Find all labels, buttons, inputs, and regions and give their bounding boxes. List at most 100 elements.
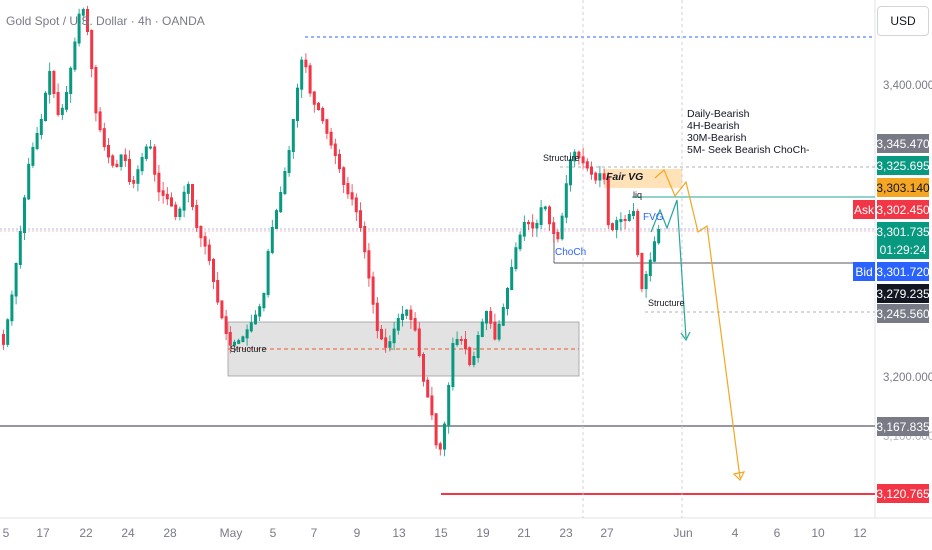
candle-body bbox=[388, 341, 392, 348]
candle-body bbox=[262, 293, 266, 309]
candle-body bbox=[191, 184, 194, 207]
candle-body bbox=[270, 227, 274, 253]
candle-body bbox=[333, 143, 337, 156]
candle-body bbox=[115, 163, 119, 167]
candle-body bbox=[123, 154, 127, 161]
candle-body bbox=[598, 173, 602, 181]
candle-body bbox=[31, 147, 35, 166]
candle-body bbox=[56, 92, 60, 115]
candle-body bbox=[132, 180, 136, 184]
note-5m: 5M- Seek Bearish ChoCh- bbox=[687, 144, 810, 156]
bid-price-label: 3,301.720 bbox=[876, 262, 930, 281]
x-label: 15 bbox=[434, 526, 448, 540]
candle-body bbox=[384, 337, 388, 348]
candle-body bbox=[627, 214, 631, 221]
candle-body bbox=[396, 318, 400, 331]
candle-body bbox=[228, 332, 232, 346]
candle-body bbox=[111, 155, 115, 166]
candle-body bbox=[304, 59, 308, 68]
candle-body bbox=[296, 87, 299, 121]
currency-button[interactable]: USD bbox=[877, 6, 929, 36]
x-label: 23 bbox=[559, 526, 573, 540]
ask-tag: Ask bbox=[853, 200, 875, 219]
candle-body bbox=[489, 311, 493, 324]
price-label-3325: 3,325.695 bbox=[876, 156, 930, 175]
candle-body bbox=[346, 183, 350, 195]
candle-body bbox=[585, 161, 589, 169]
candle-body bbox=[18, 231, 22, 265]
candle-body bbox=[359, 210, 362, 228]
candle-body bbox=[102, 128, 106, 147]
note-4h: 4H-Bearish bbox=[687, 120, 740, 132]
candle-body bbox=[405, 309, 409, 316]
candle-body bbox=[619, 219, 623, 223]
candle-body bbox=[455, 339, 459, 345]
bid-tag: Bid bbox=[853, 262, 875, 281]
candle-body bbox=[144, 146, 148, 159]
candlestick-series bbox=[2, 5, 661, 457]
candle-body bbox=[375, 302, 379, 331]
candle-body bbox=[149, 146, 152, 149]
y-tick-3200: 3,200.000 bbox=[883, 372, 932, 384]
candle-body bbox=[39, 119, 43, 135]
candle-body bbox=[632, 211, 635, 216]
candle-body bbox=[165, 193, 169, 200]
candle-body bbox=[153, 146, 157, 175]
candle-body bbox=[401, 313, 404, 320]
candle-body bbox=[522, 222, 526, 237]
candle-body bbox=[501, 307, 505, 326]
candle-body bbox=[640, 253, 644, 290]
candle-body bbox=[195, 205, 199, 228]
x-label: 13 bbox=[392, 526, 406, 540]
candle-body bbox=[224, 316, 228, 334]
candle-body bbox=[94, 67, 98, 114]
candle-body bbox=[254, 314, 257, 325]
candle-body bbox=[207, 244, 211, 261]
candle-body bbox=[128, 159, 131, 182]
price-label-3345: 3,345.470 bbox=[876, 134, 930, 153]
candle-body bbox=[69, 67, 73, 94]
candle-body bbox=[212, 259, 215, 282]
candle-body bbox=[556, 232, 560, 240]
projection-path-orange bbox=[654, 168, 741, 479]
x-label: 5 bbox=[269, 526, 277, 540]
candle-body bbox=[258, 306, 262, 317]
candle-body bbox=[518, 234, 522, 250]
price-label-3279: 3,279.235 bbox=[876, 284, 930, 303]
candle-body bbox=[443, 423, 446, 450]
candle-body bbox=[581, 156, 585, 164]
candle-body bbox=[98, 111, 102, 131]
candle-body bbox=[220, 300, 224, 319]
candle-body bbox=[312, 91, 316, 105]
candle-body bbox=[459, 339, 463, 341]
candle-body bbox=[2, 334, 5, 345]
candle-body bbox=[485, 311, 488, 324]
candle-body bbox=[27, 163, 31, 200]
countdown-label: 01:29:24 bbox=[877, 240, 929, 259]
candle-body bbox=[329, 131, 333, 146]
candle-body bbox=[371, 276, 375, 305]
x-label: 17 bbox=[36, 526, 50, 540]
structure-label-right: Structure bbox=[648, 298, 685, 308]
candle-body bbox=[170, 197, 173, 207]
candle-body bbox=[182, 191, 186, 211]
candle-body bbox=[65, 92, 68, 110]
x-label: 10 bbox=[811, 526, 825, 540]
x-label: 7 bbox=[310, 526, 318, 540]
candle-body bbox=[506, 288, 509, 309]
candle-body bbox=[552, 222, 556, 234]
x-label: 6 bbox=[773, 526, 781, 540]
candle-body bbox=[510, 267, 514, 290]
candle-body bbox=[615, 220, 619, 230]
candle-body bbox=[266, 251, 270, 295]
candle-body bbox=[380, 329, 383, 340]
candle-body bbox=[636, 211, 640, 255]
candle-body bbox=[531, 222, 535, 229]
candle-body bbox=[648, 259, 652, 276]
candle-body bbox=[241, 336, 245, 343]
note-30m: 30M-Bearish bbox=[687, 132, 747, 144]
x-label: Jun bbox=[673, 526, 693, 540]
candle-body bbox=[480, 321, 484, 337]
price-label-3120: 3,120.765 bbox=[876, 484, 930, 503]
